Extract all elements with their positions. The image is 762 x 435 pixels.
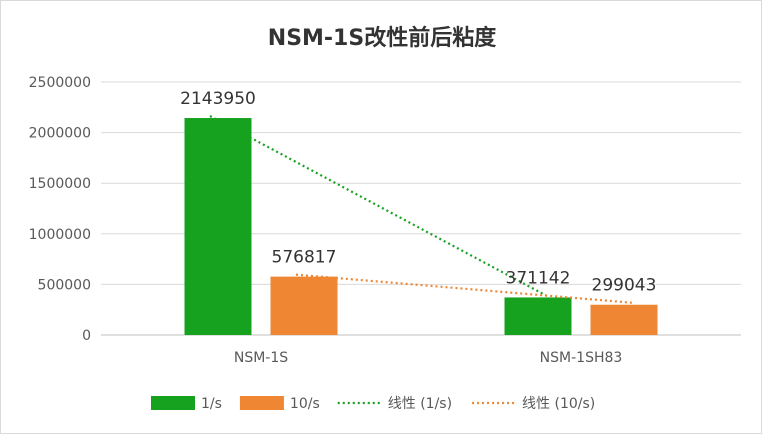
legend-swatch xyxy=(239,396,284,410)
y-tick-label: 2000000 xyxy=(29,126,91,142)
y-tick-label: 500000 xyxy=(38,277,91,293)
legend: 1/s 10/s 线性 (1/s) 线性 (10/s) xyxy=(151,396,595,412)
data-label: 299043 xyxy=(592,276,657,296)
trendlines xyxy=(209,115,633,304)
y-tick-label: 0 xyxy=(82,328,91,344)
x-axis-category-labels: NSM-1S NSM-1SH83 xyxy=(234,350,622,366)
x-category-label: NSM-1S xyxy=(234,350,288,366)
y-axis-tick-labels: 0 500000 1000000 1500000 2000000 2500000 xyxy=(29,75,91,344)
bars xyxy=(184,118,658,335)
legend-label: 线性 (1/s) xyxy=(388,396,452,412)
x-category-label: NSM-1SH83 xyxy=(540,350,623,366)
legend-label: 线性 (10/s) xyxy=(522,396,595,412)
bar xyxy=(504,297,572,335)
bar xyxy=(184,118,252,335)
y-tick-label: 2500000 xyxy=(29,75,91,91)
legend-label: 10/s xyxy=(290,396,320,412)
trendline xyxy=(209,115,547,297)
data-label: 576817 xyxy=(272,248,337,268)
data-label: 371142 xyxy=(506,268,571,288)
chart-title: NSM-1S改性前后粘度 xyxy=(268,25,497,51)
legend-swatch xyxy=(151,396,195,410)
data-label: 2143950 xyxy=(180,89,256,109)
y-tick-label: 1500000 xyxy=(29,176,91,192)
data-labels: 2143950 576817 371142 299043 xyxy=(180,89,656,296)
trendline xyxy=(295,273,633,304)
legend-label: 1/s xyxy=(201,396,222,412)
bar xyxy=(590,304,658,335)
y-tick-label: 1000000 xyxy=(29,227,91,243)
bar xyxy=(270,276,338,335)
